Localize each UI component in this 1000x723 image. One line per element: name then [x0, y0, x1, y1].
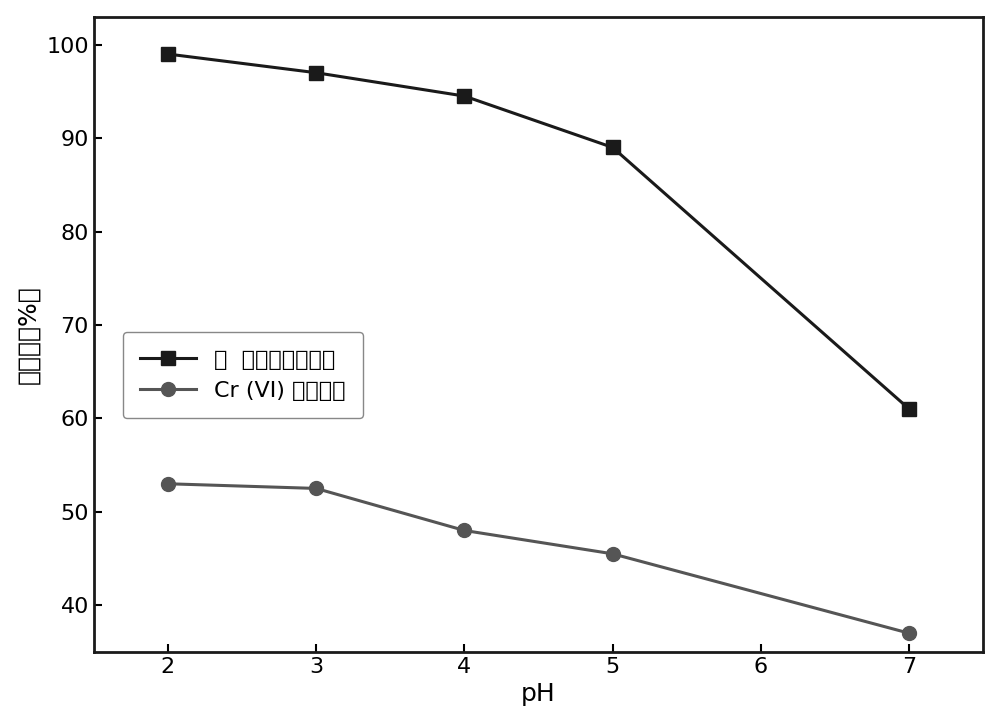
Line: Cr (VI) 的去除率: Cr (VI) 的去除率	[161, 476, 916, 640]
Line: 孔  雀石绿的去除率: 孔 雀石绿的去除率	[161, 47, 916, 416]
孔  雀石绿的去除率	[162, 50, 174, 59]
Cr (VI) 的去除率	[607, 549, 619, 558]
Y-axis label: 去除率（%）: 去除率（%）	[17, 285, 41, 384]
Legend: 孔  雀石绿的去除率, Cr (VI) 的去除率: 孔 雀石绿的去除率, Cr (VI) 的去除率	[123, 332, 363, 419]
Cr (VI) 的去除率	[458, 526, 470, 535]
孔  雀石绿的去除率	[310, 69, 322, 77]
X-axis label: pH: pH	[521, 683, 556, 706]
孔  雀石绿的去除率	[903, 405, 915, 414]
孔  雀石绿的去除率	[607, 143, 619, 152]
Cr (VI) 的去除率	[903, 629, 915, 638]
Cr (VI) 的去除率	[310, 484, 322, 493]
孔  雀石绿的去除率	[458, 92, 470, 100]
Cr (VI) 的去除率	[162, 479, 174, 488]
